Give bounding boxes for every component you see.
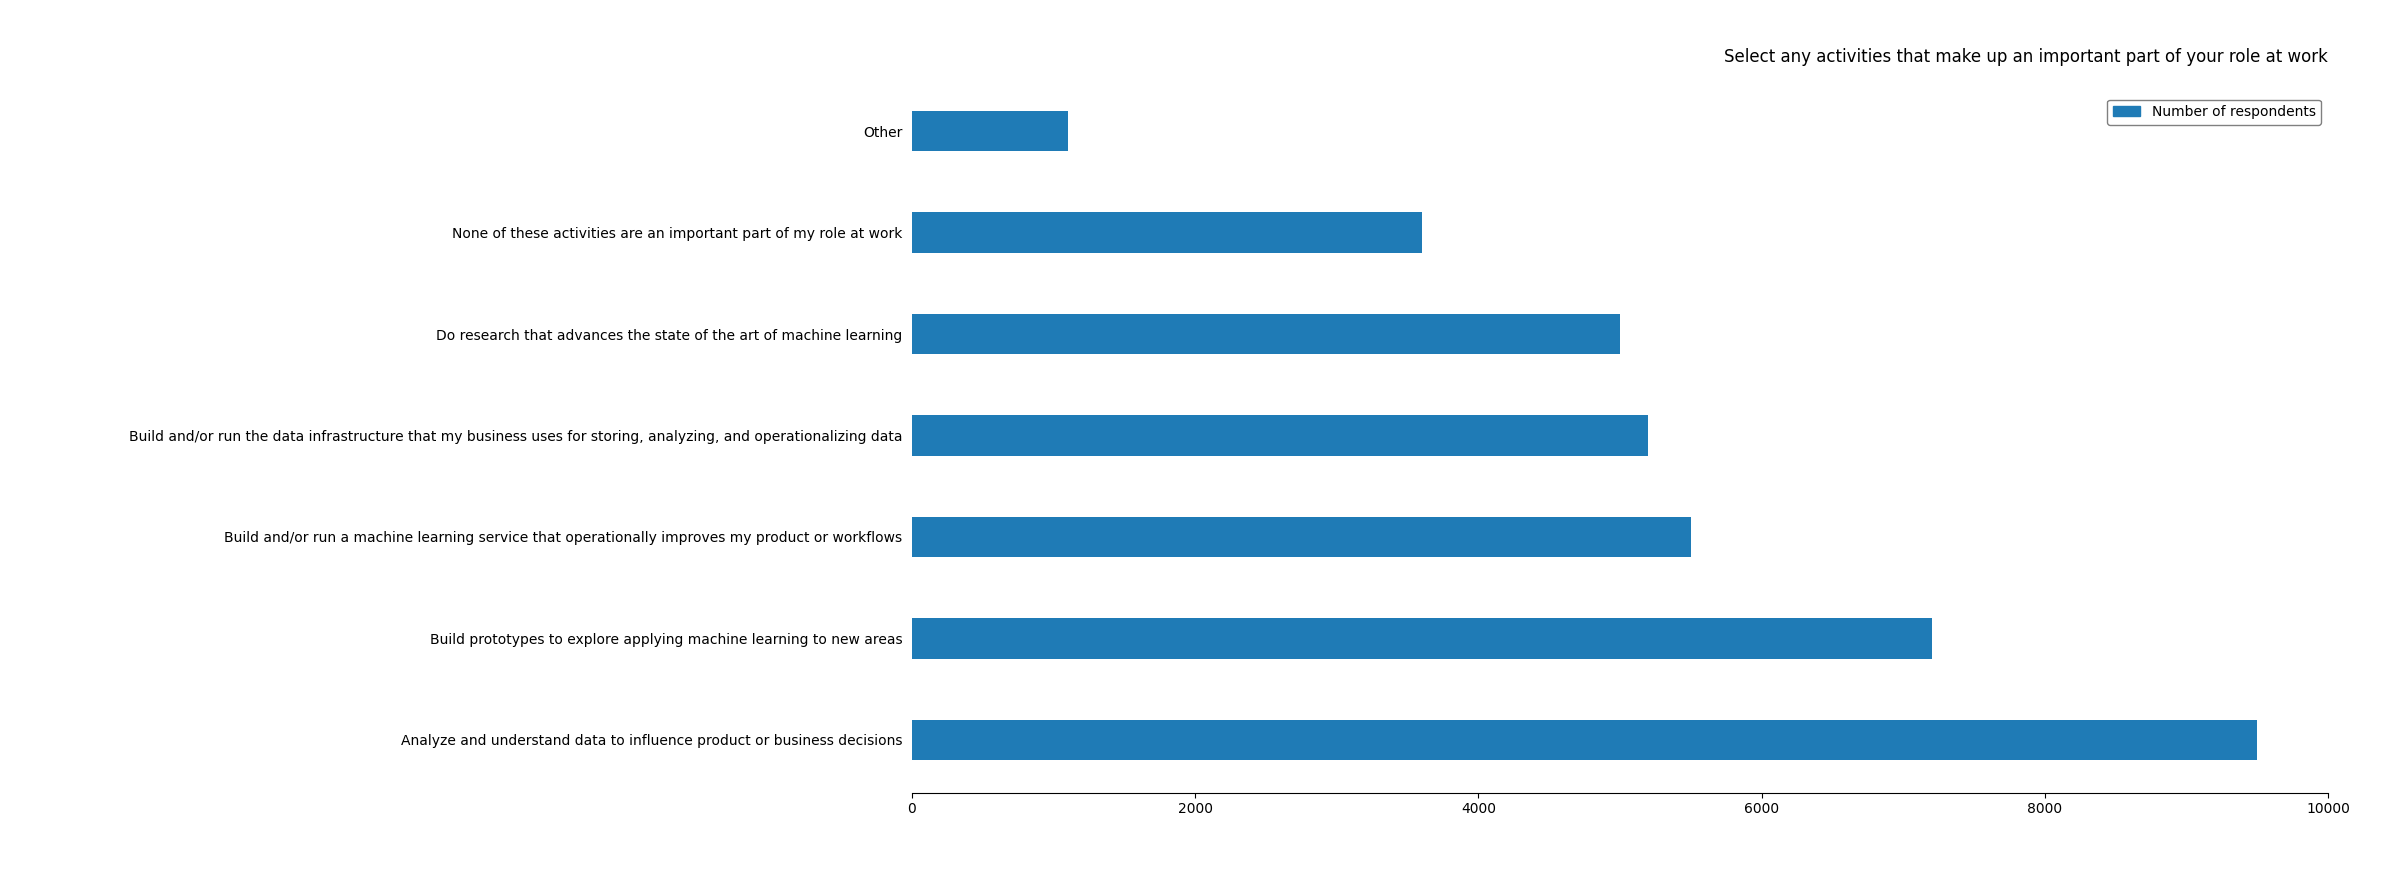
Legend: Number of respondents: Number of respondents <box>2107 99 2321 125</box>
Bar <box>912 719 2256 760</box>
Bar <box>912 314 1620 354</box>
Bar <box>912 618 1932 658</box>
Bar <box>912 517 1692 557</box>
Text: Select any activities that make up an important part of your role at work: Select any activities that make up an im… <box>1723 48 2328 65</box>
Bar <box>912 213 1421 253</box>
Bar <box>912 111 1068 152</box>
Bar <box>912 415 1649 456</box>
